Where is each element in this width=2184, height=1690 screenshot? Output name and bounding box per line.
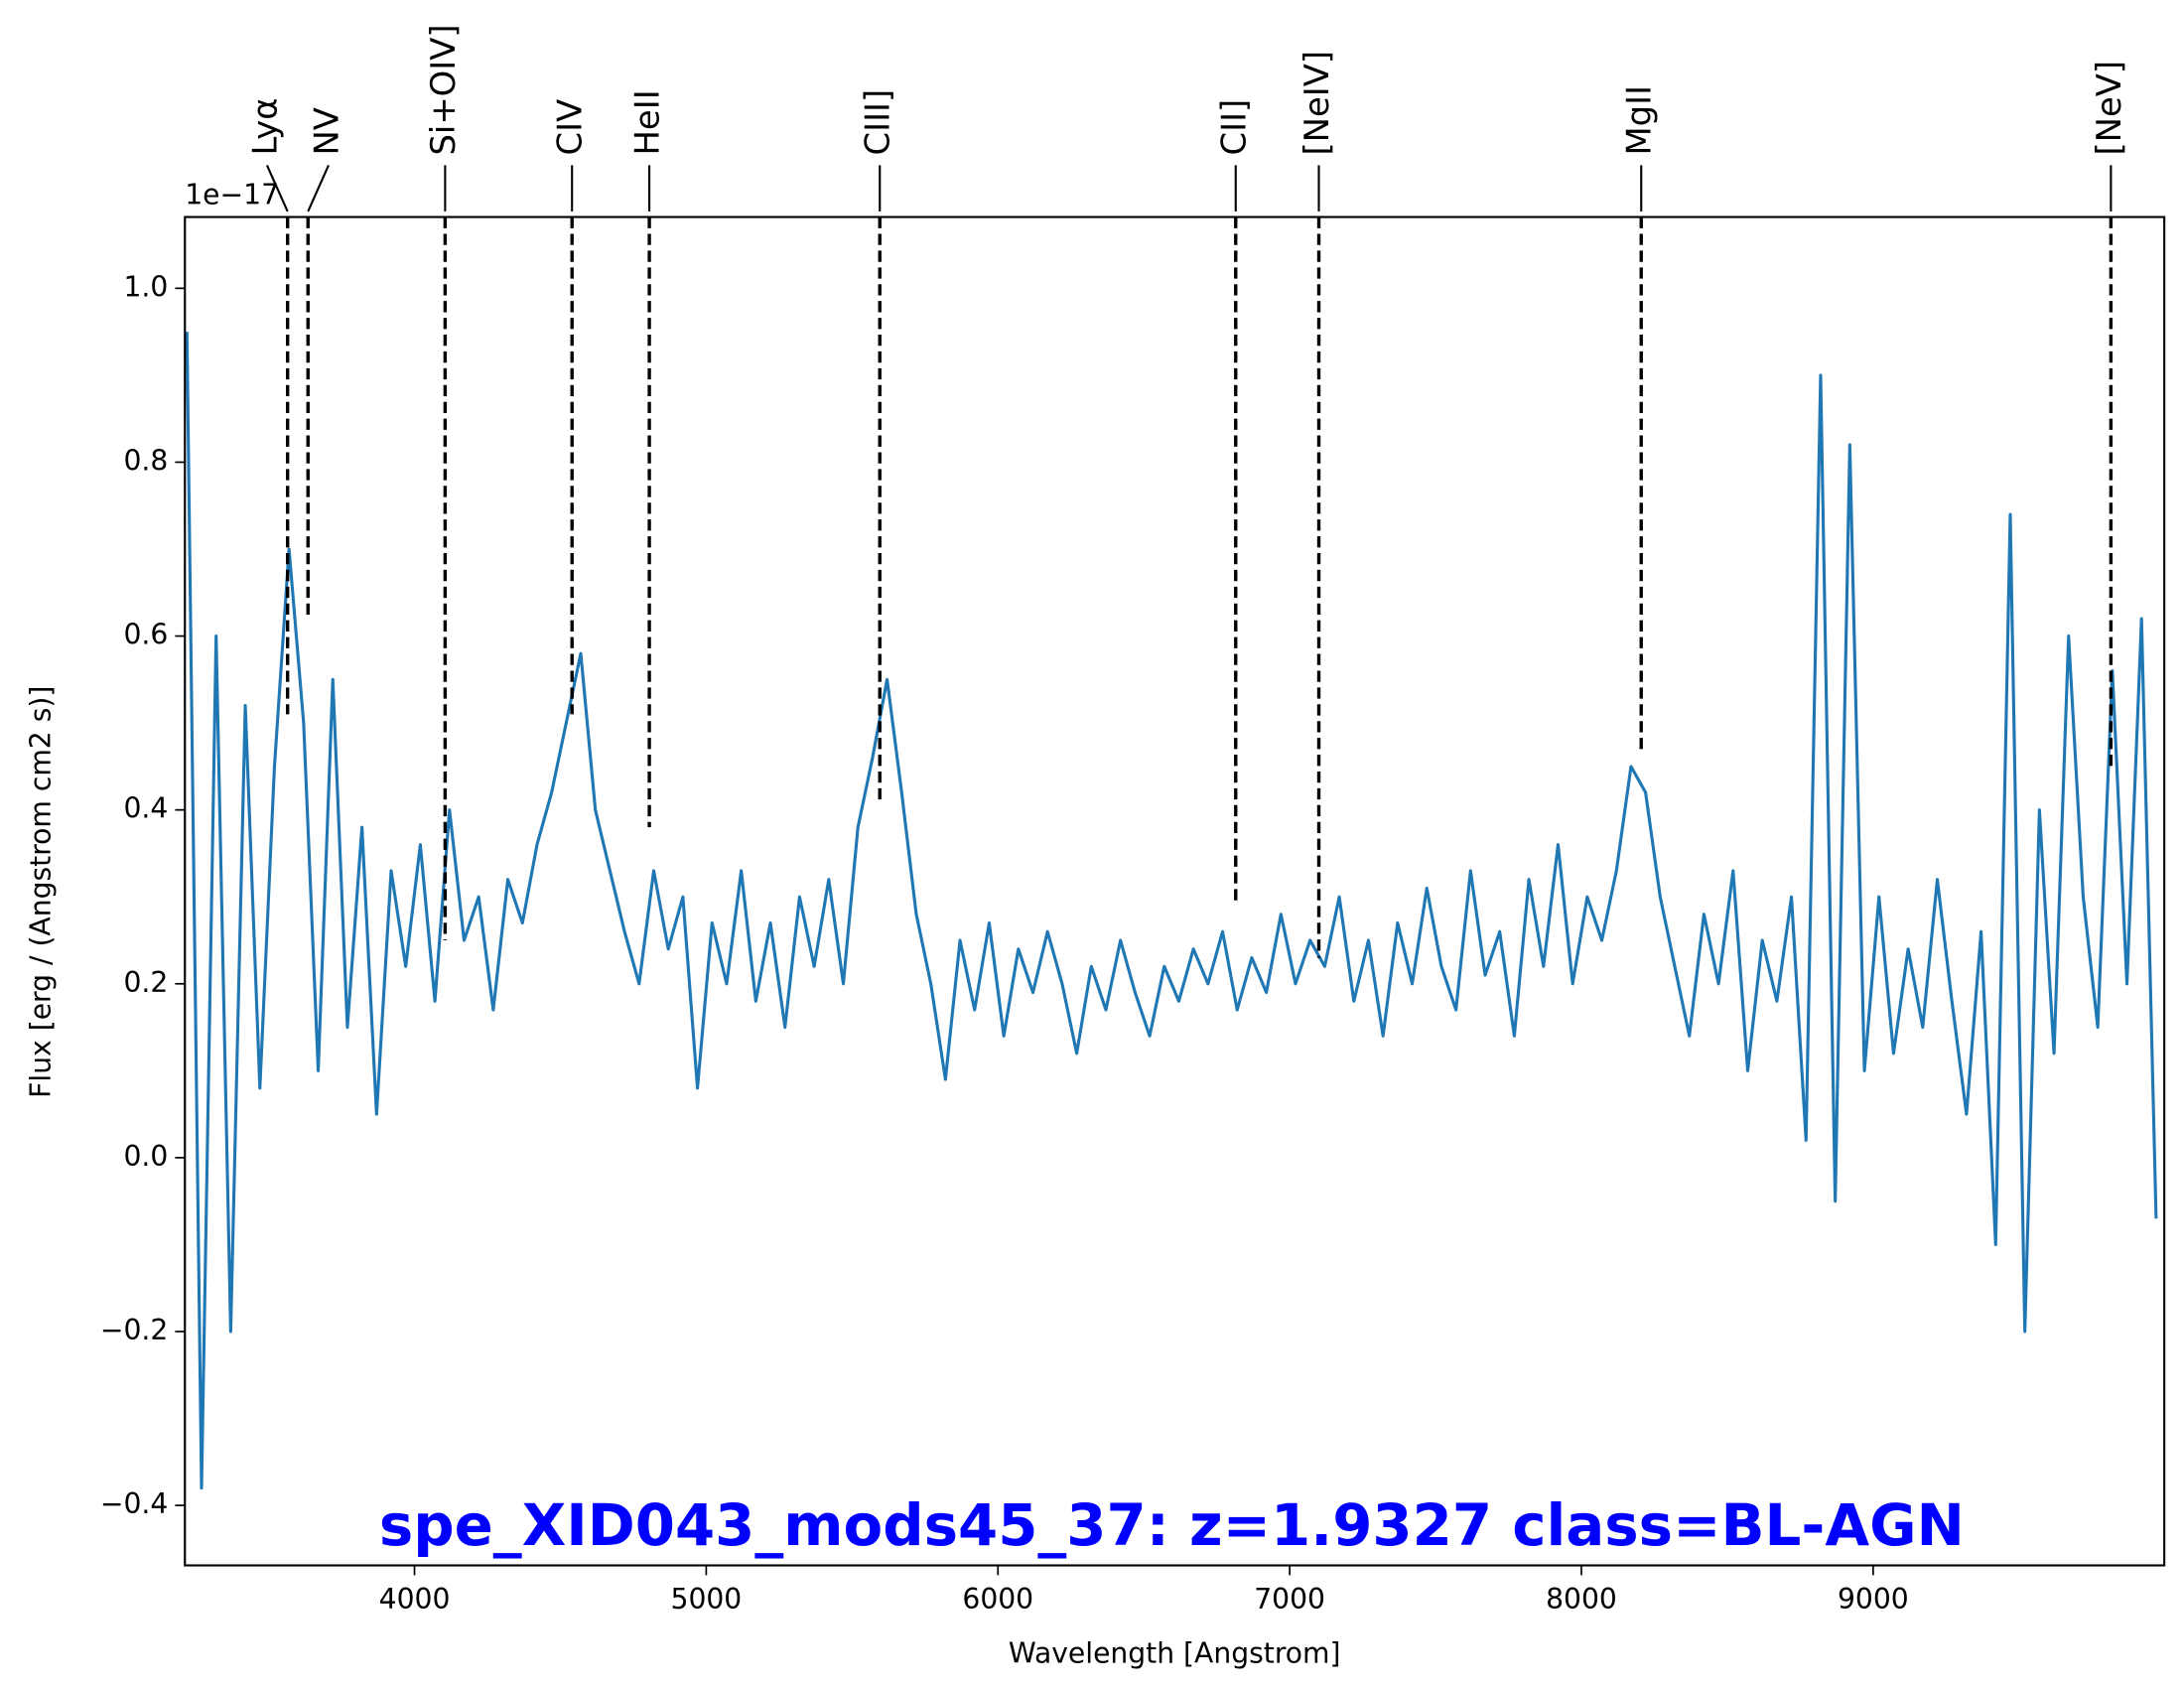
y-tick-label: −0.4	[100, 1487, 168, 1520]
y-tick-label: 0.4	[124, 792, 169, 825]
label-connector	[265, 164, 289, 212]
y-tick-label: 0.0	[124, 1140, 169, 1173]
line-label: CIV	[551, 99, 590, 156]
plot-frame	[184, 215, 2166, 1567]
y-offset-label: 1e−17	[185, 178, 279, 211]
line-label: [NeV]	[2090, 61, 2128, 156]
line-label: HeII	[628, 89, 667, 155]
x-axis-label: Wavelength [Angstrom]	[1009, 1637, 1341, 1670]
y-axis-label: Flux [erg / (Angstrom cm2 s)]	[24, 686, 57, 1098]
line-label: Lyα	[245, 97, 284, 155]
y-tick-label: 1.0	[124, 270, 169, 303]
x-tick-label: 5000	[671, 1583, 743, 1616]
x-tick-label: 9000	[1838, 1583, 1909, 1616]
line-label: NV	[307, 107, 345, 155]
line-label: CII]	[1214, 99, 1253, 156]
line-label: [NeIV]	[1297, 51, 1336, 156]
x-tick-label: 6000	[962, 1583, 1033, 1616]
y-tick-label: 0.6	[124, 619, 169, 651]
x-tick-label: 4000	[379, 1583, 451, 1616]
x-tick-label: 8000	[1546, 1583, 1617, 1616]
label-connector	[307, 164, 330, 212]
y-tick-label: −0.2	[100, 1314, 168, 1346]
line-label: MgII	[1620, 85, 1659, 156]
line-label: CIII]	[859, 89, 897, 156]
x-tick-label: 7000	[1254, 1583, 1325, 1616]
y-tick-label: 0.8	[124, 444, 169, 477]
y-tick-label: 0.2	[124, 966, 169, 999]
spectrum-line	[185, 332, 2158, 1490]
line-label: Si+OIV]	[424, 24, 463, 155]
chart-title: spe_XID043_mods45_37: z=1.9327 class=BL-…	[379, 1491, 1965, 1559]
